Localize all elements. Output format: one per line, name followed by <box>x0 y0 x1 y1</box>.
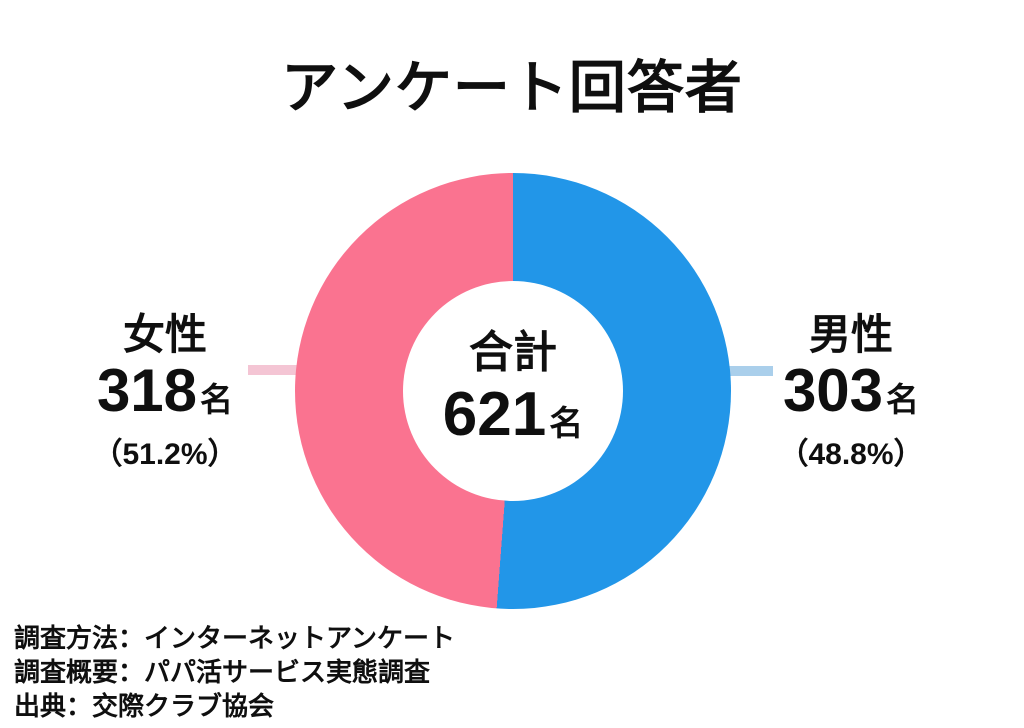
source-line: 出典：交際クラブ協会 <box>14 691 275 721</box>
male-count-unit: 名 <box>886 381 920 418</box>
male-title: 男性 <box>808 311 893 358</box>
total-number: 621 <box>442 379 547 449</box>
female-percent: （51.2%） <box>92 438 238 471</box>
female-label-block: 女性 318名 （51.2%） <box>30 310 300 475</box>
female-count-number: 318 <box>96 357 198 424</box>
male-count: 303名 <box>716 360 986 431</box>
female-connector-line <box>248 365 304 375</box>
female-count-unit: 名 <box>200 381 234 418</box>
male-count-number: 303 <box>782 357 884 424</box>
donut-center: 合計 621名 <box>403 281 623 501</box>
source-notes: 調査方法：インターネットアンケート 調査概要：パパ活サービス実態調査 出典：交際… <box>14 621 455 723</box>
donut-chart: 合計 621名 <box>295 173 731 609</box>
female-count: 318名 <box>30 360 300 431</box>
female-title: 女性 <box>122 311 207 358</box>
survey-method-line: 調査方法：インターネットアンケート <box>14 623 455 653</box>
male-label-block: 男性 303名 （48.8%） <box>716 310 986 475</box>
total-label: 合計 <box>469 327 557 377</box>
total-value: 621名 <box>443 383 584 455</box>
survey-summary-line: 調査概要：パパ活サービス実態調査 <box>14 657 431 687</box>
male-percent: （48.8%） <box>778 438 924 471</box>
male-connector-line <box>717 366 773 376</box>
total-unit: 名 <box>549 404 584 443</box>
chart-title: アンケート回答者 <box>281 56 743 120</box>
